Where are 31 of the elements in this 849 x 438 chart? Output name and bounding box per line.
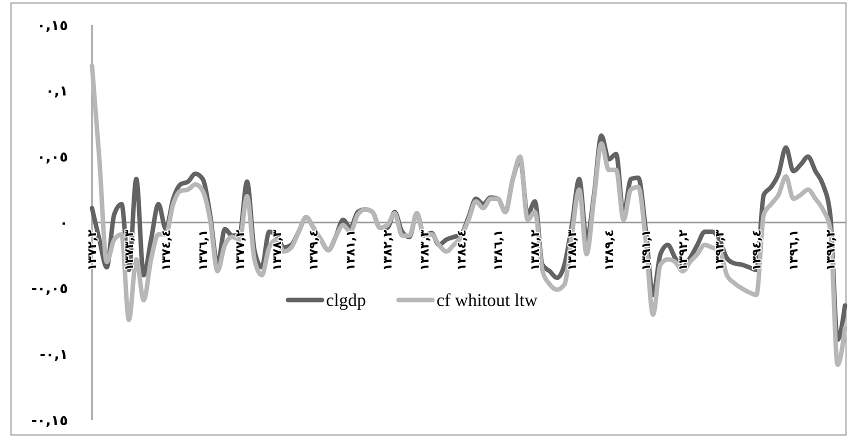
x-tick-label: ١٣٧٦,١ [196, 230, 210, 271]
x-tick-label: ١٣٨٦,١ [491, 230, 506, 271]
y-tick-label: -٠,٠٥ [31, 281, 68, 298]
x-tick-label: ١٣٩٦,١ [786, 230, 801, 271]
y-tick-label: ٠ [59, 215, 68, 232]
y-tick-label: ٠,٠٥ [37, 150, 68, 166]
x-tick-label: ١٣٩٢,٢ [676, 228, 690, 271]
y-tick-label: -٠,١٥ [31, 412, 68, 429]
x-tick-label: ١٣٨٨,٣ [565, 228, 580, 271]
legend-label: cf whitout ltw [436, 290, 538, 310]
x-tick-label: ١٣٧٩,٤ [306, 230, 321, 271]
x-tick-label: ١٣٧٤,٤ [159, 230, 174, 271]
x-tick-label: ١٣٨٧,٢ [528, 228, 542, 271]
x-tick-label: ١٣٩٧,٢ [823, 228, 838, 271]
line-series [90, 64, 848, 367]
legend-label: clgdp [326, 290, 366, 310]
x-tick-label: ١٣٨٢,٢ [380, 228, 394, 271]
x-tick-label: ١٣٧٣,٣ [122, 228, 136, 271]
x-tick-label: ١٣٩١,١ [638, 230, 653, 271]
x-tick-label: ١٣٨١,١ [344, 230, 358, 271]
y-tick-label: ٠,١٥ [37, 18, 68, 34]
x-tick-label: ١٣٩٤,٤ [750, 230, 764, 271]
x-tick-label: ١٣٧٧,٢ [232, 228, 247, 271]
x-tick-label: ١٣٨٤,٤ [454, 230, 468, 271]
x-tick-label: ١٣٨٩,٤ [602, 230, 616, 271]
y-tick-label: -٠,١ [40, 347, 68, 364]
x-tick-label: ١٣٧٢,٢ [85, 228, 100, 271]
x-tick-label: ١٣٨٣,٣ [417, 228, 432, 271]
y-tick-label: ٠,١ [46, 84, 68, 100]
x-tick-label: ١٣٩٣,٣ [712, 228, 727, 271]
x-tick-label: ١٣٧٨,٣ [270, 228, 284, 271]
